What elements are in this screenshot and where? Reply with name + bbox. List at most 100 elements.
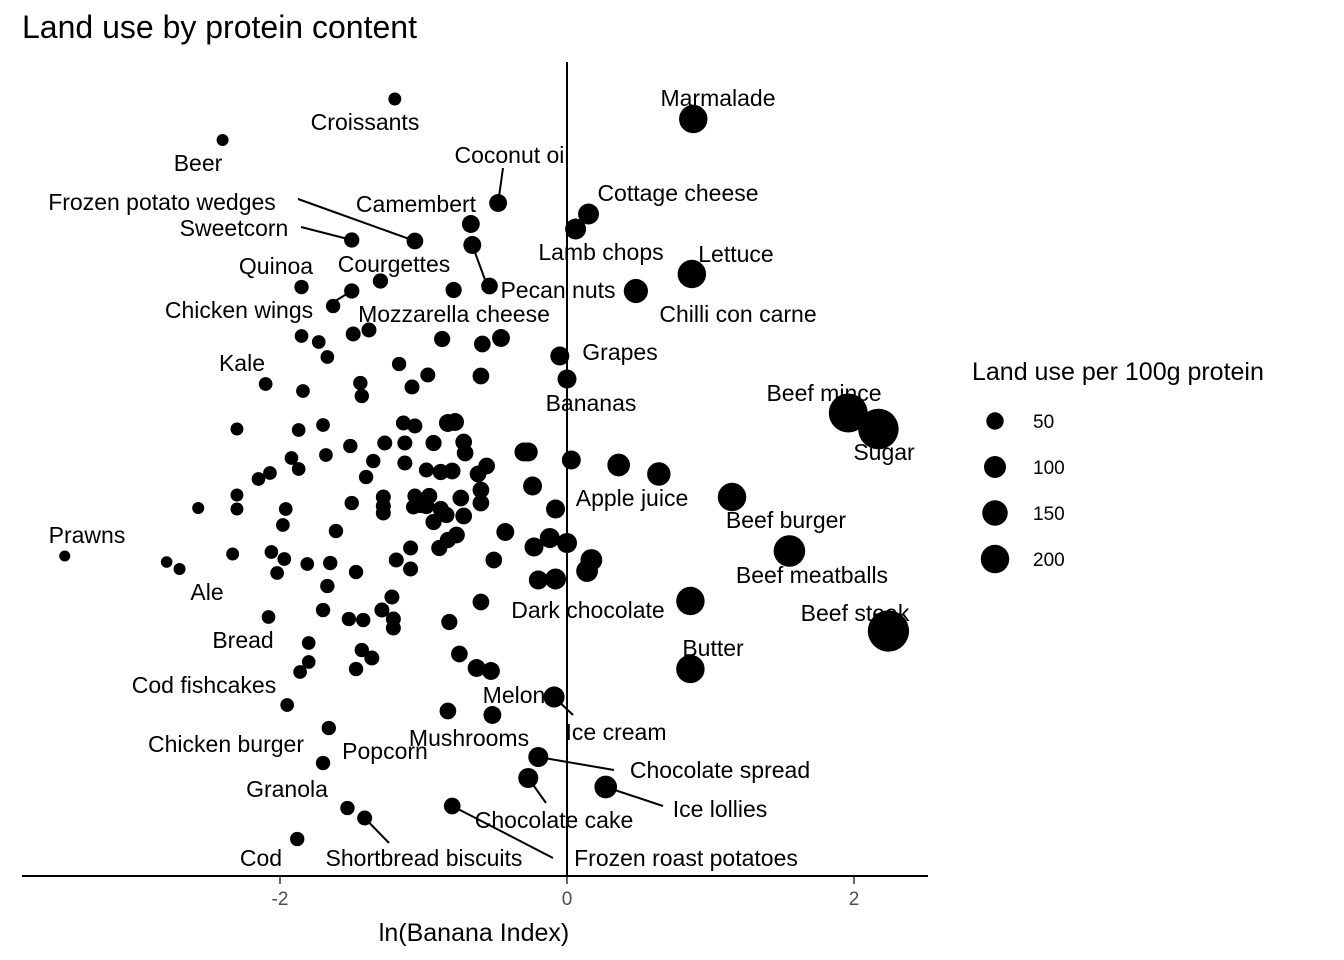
scatter-point: [301, 655, 316, 669]
label-leader-line: [553, 696, 574, 716]
label-leader-line: [497, 167, 504, 204]
legend-entry-label: 200: [1033, 550, 1065, 571]
scatter-point: [290, 831, 305, 847]
chart-title: Land use by protein content: [22, 9, 417, 45]
x-tick-label: 0: [562, 889, 573, 910]
scatter-point: [404, 379, 420, 395]
point-label: Coconut oil: [454, 142, 569, 168]
scatter-point: [578, 203, 599, 225]
scatter-point: [443, 462, 461, 480]
scatter-point: [395, 415, 411, 431]
scatter-point: [418, 462, 434, 478]
x-axis-title: ln(Banana Index): [379, 919, 569, 947]
scatter-point: [294, 329, 309, 343]
label-leader-line: [326, 290, 353, 307]
scatter-point: [160, 556, 173, 568]
scatter-point: [773, 535, 806, 567]
scatter-point: [321, 720, 336, 736]
legend-size-key: [980, 544, 1010, 574]
point-label: Popcorn: [342, 738, 428, 764]
point-label: Croissants: [311, 109, 420, 135]
scatter-point: [677, 259, 707, 289]
scatter-point: [463, 236, 482, 254]
scatter-point: [284, 451, 299, 465]
point-label: Lamb chops: [538, 239, 663, 265]
point-label: Prawns: [49, 522, 126, 548]
x-tick-label: -2: [272, 889, 289, 910]
scatter-point: [345, 326, 361, 342]
point-label: Butter: [682, 635, 744, 661]
point-label: Camembert: [356, 191, 477, 217]
scatter-point: [676, 586, 705, 616]
scatter-point: [315, 602, 331, 618]
point-label: Ale: [190, 579, 223, 605]
point-label: Chocolate spread: [630, 757, 810, 783]
scatter-point: [264, 545, 279, 559]
point-label: Bananas: [546, 390, 637, 416]
scatter-point: [291, 462, 306, 476]
scatter-point: [261, 610, 276, 624]
scatter-point: [251, 472, 266, 486]
scatter-point: [354, 388, 369, 404]
scatter-point: [320, 350, 335, 364]
scatter-points: [59, 92, 910, 847]
point-label: Cod: [240, 845, 282, 871]
scatter-point: [391, 356, 407, 372]
point-label: Dark chocolate: [511, 597, 664, 623]
scatter-point: [439, 702, 457, 720]
scatter-point: [472, 481, 490, 499]
scatter-point: [340, 800, 355, 816]
scatter-point: [469, 465, 487, 483]
scatter-point: [372, 273, 389, 289]
scatter-point: [455, 507, 473, 525]
scatter-point: [518, 442, 538, 462]
point-label: Pecan nuts: [500, 277, 615, 303]
scatter-point: [341, 611, 357, 627]
scatter-point: [425, 513, 442, 531]
scatter-point: [230, 422, 244, 436]
legend-title: Land use per 100g protein: [972, 358, 1264, 386]
point-label: Ice cream: [566, 719, 667, 745]
legend-entry-label: 100: [1033, 458, 1065, 479]
scatter-point: [348, 564, 364, 580]
point-label: Mozzarella cheese: [358, 301, 550, 327]
legend: Land use per 100g protein 50 100 150 200: [972, 358, 1264, 574]
label-leader-line: [300, 226, 352, 241]
scatter-point: [397, 435, 413, 451]
point-label: Ice lollies: [673, 796, 768, 822]
point-label: Grapes: [582, 339, 657, 365]
scatter-point: [311, 335, 326, 349]
scatter-point: [230, 488, 244, 502]
scatter-point: [388, 552, 404, 568]
point-label: Apple juice: [576, 485, 689, 511]
scatter-point: [679, 104, 708, 134]
scatter-point: [354, 642, 369, 658]
scatter-point: [377, 435, 393, 451]
scatter-point: [296, 384, 310, 398]
scatter-point: [472, 494, 490, 512]
scatter-point: [483, 706, 502, 724]
scatter-point: [407, 418, 423, 434]
scatter-point: [472, 367, 490, 385]
point-label: Frozen roast potatoes: [574, 845, 798, 871]
point-label: Frozen potato wedges: [48, 189, 276, 215]
point-labels: Croissants Beer Marmalade Coconut oil Frozen…: [48, 85, 915, 871]
scatter-point: [358, 469, 374, 485]
scatter-point: [301, 636, 316, 650]
scatter-point: [293, 665, 307, 679]
scatter-point: [366, 453, 381, 469]
point-label: Lettuce: [698, 241, 773, 267]
label-leader-line: [605, 786, 664, 807]
scatter-point: [361, 322, 377, 338]
point-label: Shortbread biscuits: [326, 845, 523, 871]
point-label: Beef meatballs: [736, 562, 888, 588]
scatter-point: [456, 444, 474, 462]
scatter-point: [403, 540, 419, 556]
scatter-point: [344, 495, 359, 511]
point-label: Cottage cheese: [597, 180, 758, 206]
scatter-point: [192, 501, 205, 515]
scatter-point: [300, 557, 315, 571]
scatter-point: [277, 552, 292, 566]
scatter-point: [451, 645, 468, 663]
legend-entries: 50 100 150 200: [980, 412, 1065, 574]
